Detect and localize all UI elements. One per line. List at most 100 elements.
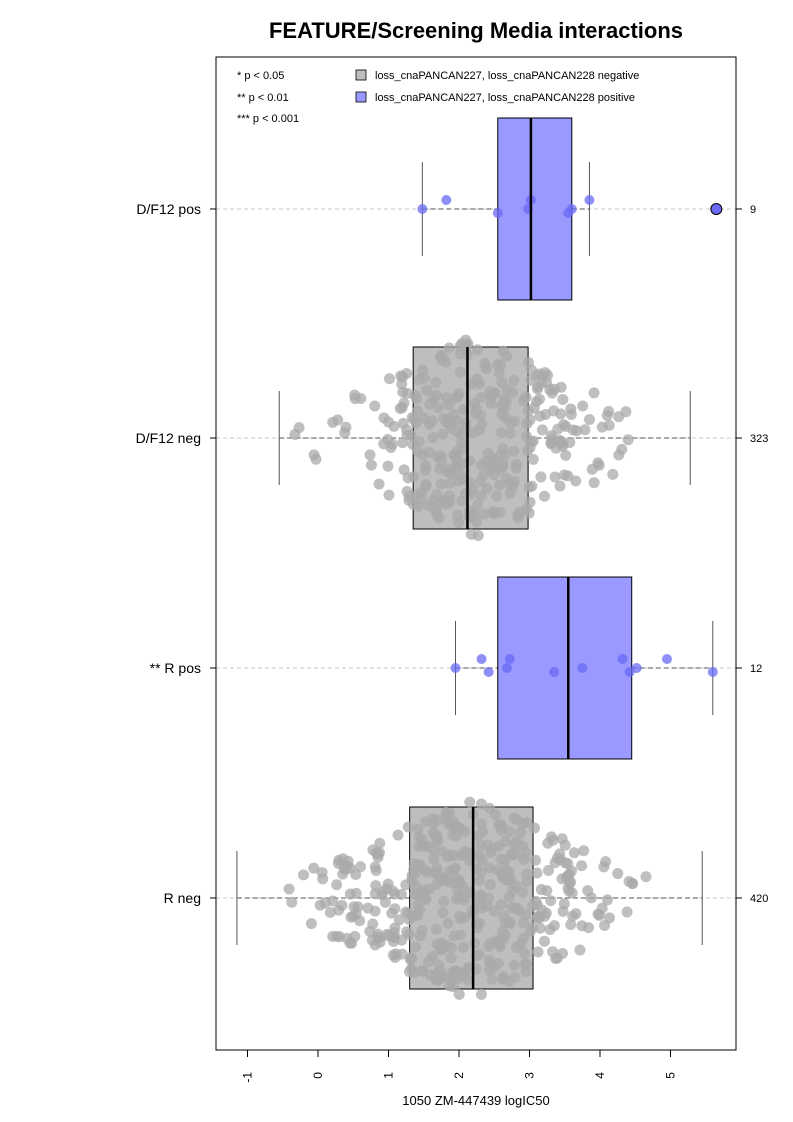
- data-point: [364, 449, 376, 461]
- data-point: [560, 449, 572, 461]
- data-point: [496, 376, 508, 388]
- data-point: [557, 438, 569, 450]
- data-point: [524, 496, 536, 508]
- data-point: [512, 509, 524, 521]
- data-point: [437, 428, 449, 440]
- data-point: [438, 895, 450, 907]
- data-point: [568, 847, 580, 859]
- data-point: [504, 654, 515, 664]
- data-point: [496, 820, 508, 832]
- chart-title: FEATURE/Screening Media interactions: [269, 18, 683, 43]
- x-tick-label: 1: [382, 1072, 396, 1079]
- data-point: [453, 988, 465, 1000]
- significance-legend-1: * p < 0.05: [237, 70, 284, 82]
- data-point: [510, 458, 522, 470]
- data-point: [434, 874, 446, 886]
- data-point: [540, 907, 552, 919]
- category-label: D/F12 pos: [136, 201, 201, 217]
- data-point: [346, 937, 358, 949]
- data-point: [420, 481, 432, 493]
- data-point: [412, 899, 424, 911]
- data-point: [468, 508, 480, 520]
- data-point: [476, 654, 487, 664]
- data-point: [472, 830, 484, 842]
- data-point: [535, 471, 547, 483]
- data-point: [408, 967, 420, 979]
- data-point: [493, 367, 505, 379]
- data-point: [409, 880, 421, 892]
- data-point: [370, 880, 382, 892]
- data-point: [531, 867, 543, 879]
- data-point: [545, 895, 557, 907]
- data-point: [444, 477, 456, 489]
- data-point: [382, 416, 394, 428]
- x-axis: -1 0 1 2 3 4 5: [241, 1049, 678, 1083]
- data-point: [452, 821, 464, 833]
- data-point: [484, 937, 496, 949]
- data-point: [565, 919, 577, 931]
- data-point: [501, 663, 512, 673]
- data-point: [588, 477, 600, 489]
- data-point: [445, 952, 457, 964]
- data-point: [588, 387, 600, 399]
- data-point: [566, 204, 577, 214]
- data-point: [521, 816, 533, 828]
- data-point: [578, 845, 590, 857]
- box-iqr: [497, 576, 633, 760]
- data-point: [620, 406, 632, 418]
- data-point: [601, 894, 613, 906]
- data-point: [521, 418, 533, 430]
- data-point: [412, 823, 424, 835]
- group-count-label: 12: [750, 663, 762, 675]
- data-point: [316, 867, 328, 879]
- data-point: [476, 798, 488, 810]
- data-point: [450, 663, 461, 673]
- data-point: [414, 930, 426, 942]
- data-point: [661, 654, 672, 664]
- data-point: [338, 862, 350, 874]
- data-point: [505, 874, 517, 886]
- data-point: [382, 460, 394, 472]
- x-tick-label: 3: [523, 1072, 537, 1079]
- data-point: [496, 409, 508, 421]
- data-point: [521, 868, 533, 880]
- data-point: [327, 416, 339, 428]
- data-point: [283, 883, 295, 895]
- data-point: [496, 925, 508, 937]
- data-point: [509, 971, 521, 983]
- data-point: [402, 472, 414, 484]
- data-point: [520, 958, 532, 970]
- group-count-label: 323: [750, 433, 768, 445]
- x-tick-label: 5: [664, 1072, 678, 1079]
- data-point: [430, 505, 442, 517]
- data-point: [495, 427, 507, 439]
- data-point: [362, 902, 374, 914]
- data-point: [622, 434, 634, 446]
- data-point: [443, 399, 455, 411]
- data-point: [432, 402, 444, 414]
- data-point: [536, 424, 548, 436]
- data-point: [410, 866, 422, 878]
- data-point: [454, 366, 466, 378]
- data-point: [583, 413, 595, 425]
- data-point: [407, 438, 419, 450]
- data-point: [422, 840, 434, 852]
- data-point: [556, 833, 568, 845]
- data-point: [475, 818, 487, 830]
- data-point: [402, 821, 414, 833]
- data-point: [401, 486, 413, 498]
- data-point: [475, 866, 487, 878]
- data-point: [410, 489, 422, 501]
- data-point: [508, 959, 520, 971]
- data-point: [571, 425, 583, 437]
- data-point: [576, 860, 588, 872]
- data-point: [495, 400, 507, 412]
- data-point: [607, 468, 619, 480]
- data-point: [435, 478, 447, 490]
- data-point: [388, 927, 400, 939]
- data-point: [416, 833, 428, 845]
- data-point: [464, 796, 476, 808]
- data-point: [367, 918, 379, 930]
- data-point: [613, 449, 625, 461]
